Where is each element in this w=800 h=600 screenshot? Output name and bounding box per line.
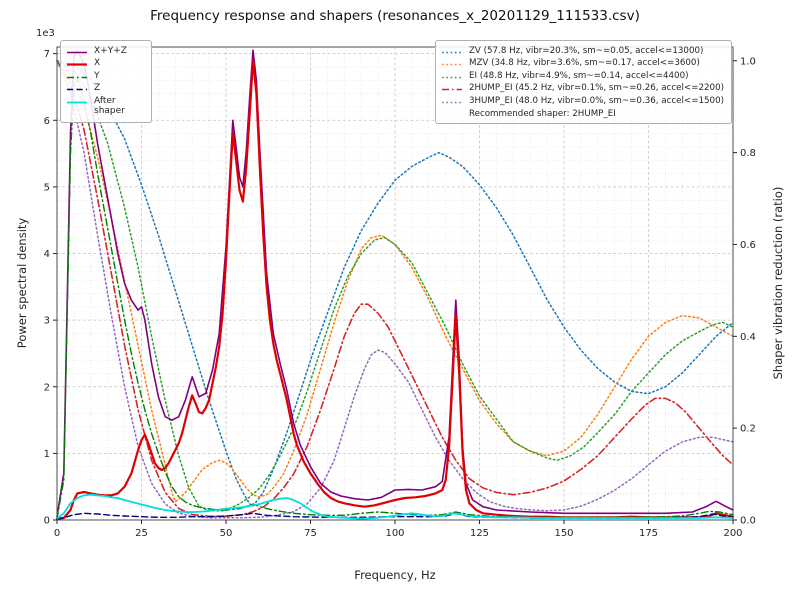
x-tick-label: 175 <box>639 528 658 539</box>
series-X+Y+Z <box>56 49 734 518</box>
legend-line-sample-icon <box>441 101 462 103</box>
y-right-tick-label: 0.2 <box>740 424 756 435</box>
x-tick-label: 25 <box>135 528 148 539</box>
y-left-tick-label: 5 <box>44 182 50 193</box>
legend-entry-X: X <box>66 58 144 69</box>
x-tick-label: 0 <box>54 528 60 539</box>
y-left-tick-label: 2 <box>44 382 50 393</box>
legend-psd: X+Y+Z X Y Z After shaper <box>60 40 152 123</box>
legend-label: X <box>94 58 101 68</box>
legend-line-sample-icon <box>441 88 462 91</box>
y-left-tick-label: 6 <box>44 116 50 127</box>
series-After-shaper <box>56 493 734 520</box>
legend-entry-ZV: ZV (57.8 Hz, vibr=20.3%, sm~=0.05, accel… <box>441 46 724 57</box>
series-2HUMP_EI <box>56 59 734 518</box>
legend-entry-MZV: MZV (34.8 Hz, vibr=3.6%, sm~=0.17, accel… <box>441 58 724 69</box>
y-axis-label-right: Shaper vibration reduction (ratio) <box>771 186 785 380</box>
x-tick-label: 75 <box>304 528 317 539</box>
grid-minor <box>57 47 733 520</box>
y-right-tick-label: 1.0 <box>740 56 756 67</box>
legend-entry-After-shaper: After shaper <box>66 96 144 117</box>
series-3HUMP_EI <box>56 60 734 519</box>
legend-entry-EI: EI (48.8 Hz, vibr=4.9%, sm~=0.14, accel<… <box>441 71 724 82</box>
legend-label: MZV (34.8 Hz, vibr=3.6%, sm~=0.17, accel… <box>468 58 700 68</box>
y-left-tick-label: 3 <box>44 316 50 327</box>
psd-curves <box>55 49 735 520</box>
y-left-tick-label: 7 <box>44 49 50 60</box>
axis-ticks: 0 25 50 75 100 125 150 175 200 0 1 2 3 4 5 6 7 0.0 0.2 0.4 0… <box>44 49 756 539</box>
legend-line-sample-icon <box>441 63 462 66</box>
y-right-tick-label: 0.0 <box>740 516 756 527</box>
legend-label: After shaper <box>94 95 125 116</box>
y-right-tick-label: 0.6 <box>740 240 756 251</box>
legend-shapers: ZV (57.8 Hz, vibr=20.3%, sm~=0.05, accel… <box>434 40 732 124</box>
y-left-tick-label: 1 <box>44 449 50 460</box>
legend-line-sample-icon <box>441 76 462 78</box>
legend-entry-X+Y+Z: X+Y+Z <box>66 46 144 57</box>
series-MZV <box>56 60 734 503</box>
legend-label: 2HUMP_EI (45.2 Hz, vibr=0.1%, sm~=0.26, … <box>468 83 724 93</box>
x-tick-label: 200 <box>723 528 742 539</box>
y-axis-label-left: Power spectral density <box>15 217 29 349</box>
x-axis-label: Frequency, Hz <box>354 568 436 582</box>
legend-entry-3HUMP_EI: 3HUMP_EI (48.0 Hz, vibr=0.0%, sm~=0.36, … <box>441 96 724 107</box>
legend-entry-Y: Y <box>66 71 144 82</box>
legend-label: X+Y+Z <box>94 45 127 56</box>
series-Z <box>56 512 734 520</box>
legend-label: Z <box>94 83 101 93</box>
y-left-tick-label: 4 <box>44 249 50 260</box>
legend-label: EI (48.8 Hz, vibr=4.9%, sm~=0.14, accel<… <box>468 70 689 81</box>
legend-label: 3HUMP_EI (48.0 Hz, vibr=0.0%, sm~=0.36, … <box>468 95 724 106</box>
chart-title: Frequency response and shapers (resonanc… <box>150 8 640 24</box>
series-EI <box>56 60 734 512</box>
series-ZV <box>56 60 734 507</box>
legend-line-sample-icon <box>67 63 87 66</box>
legend-entry-2HUMP_EI: 2HUMP_EI (45.2 Hz, vibr=0.1%, sm~=0.26, … <box>441 83 724 94</box>
y-axis-offset-label: 1e3 <box>36 28 55 39</box>
legend-label: ZV (57.8 Hz, vibr=20.3%, sm~=0.05, accel… <box>468 45 704 56</box>
y-left-tick-label: 0 <box>44 516 50 527</box>
x-tick-label: 100 <box>385 528 404 539</box>
legend-label: Y <box>94 70 100 81</box>
legend-line-sample-icon <box>67 51 87 53</box>
shaper-curves <box>56 59 734 519</box>
legend-line-sample-icon <box>67 101 87 103</box>
y-right-tick-label: 0.8 <box>740 148 756 159</box>
recommended-shaper-note: Recommended shaper: 2HUMP_EI <box>468 108 616 119</box>
legend-entry-Z: Z <box>66 83 144 94</box>
x-tick-label: 50 <box>220 528 233 539</box>
legend-line-sample-icon <box>441 51 462 53</box>
x-tick-label: 150 <box>554 528 573 539</box>
y-right-tick-label: 0.4 <box>740 332 756 343</box>
x-tick-label: 125 <box>470 528 489 539</box>
legend-line-sample-icon <box>67 76 87 78</box>
legend-line-sample-icon <box>67 88 87 91</box>
series-X <box>55 59 735 520</box>
